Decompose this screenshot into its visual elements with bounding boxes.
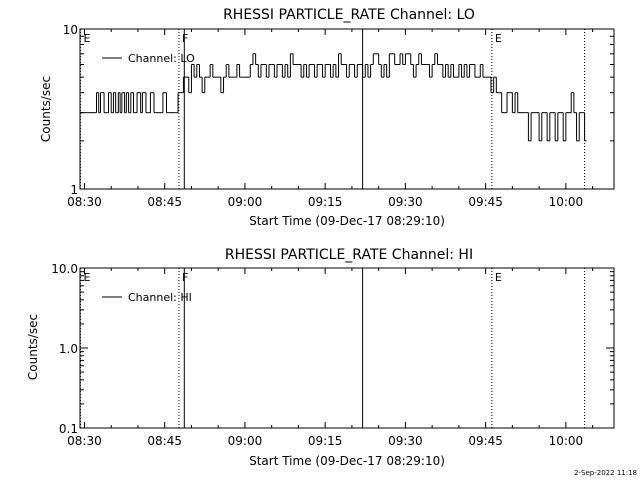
y-tick-label-hi: 1.0	[59, 342, 78, 356]
legend-label-hi: Channel: HI	[128, 291, 192, 304]
y-axis-label-lo: Counts/sec	[39, 76, 53, 142]
x-tick-label-lo: 09:30	[388, 195, 423, 209]
plot-area-hi: 08:30 08:45 09:00 09:15 09:30 09:45 10:00 0.1 1.…	[51, 262, 615, 448]
x-tick-label-lo: 08:45	[147, 195, 182, 209]
footer-timestamp: 2-Sep-2022 11:18	[574, 469, 637, 477]
series-lo	[80, 53, 587, 142]
plot-area-lo: 08:30 08:45 09:00 09:15 09:30 09:45 10:00 1 10 E F…	[63, 23, 615, 209]
x-tick-label-hi: 09:00	[228, 434, 263, 448]
y-tick-label-lo: 1	[70, 183, 78, 197]
event-marker-label-hi: F	[182, 271, 188, 284]
legend-label-lo: Channel: LO	[128, 52, 195, 65]
x-tick-label-lo: 09:45	[468, 195, 503, 209]
x-tick-label-hi: 08:30	[67, 434, 102, 448]
y-tick-label-hi: 10.0	[51, 262, 78, 276]
x-tick-label-hi: 08:45	[147, 434, 182, 448]
chart-title-hi: RHESSI PARTICLE_RATE Channel: HI	[225, 247, 473, 263]
x-axis-label-hi: Start Time (09-Dec-17 08:29:10)	[249, 454, 445, 468]
x-tick-label-hi: 09:30	[388, 434, 423, 448]
event-marker-label-hi: E	[495, 271, 502, 284]
x-axis-label-lo: Start Time (09-Dec-17 08:29:10)	[249, 214, 445, 228]
x-tick-label-lo: 09:00	[228, 195, 263, 209]
x-tick-label-hi: 09:45	[468, 434, 503, 448]
x-tick-label-lo: 09:15	[308, 195, 343, 209]
event-marker-label-lo: E	[495, 32, 502, 45]
x-tick-label-lo: 08:30	[67, 195, 102, 209]
chart-panel-hi: RHESSI PARTICLE_RATE Channel: HI Counts/…	[26, 247, 615, 468]
event-marker-label-lo: E	[83, 32, 90, 45]
event-marker-label-lo: F	[182, 32, 188, 45]
event-marker-label-hi: E	[83, 271, 90, 284]
chart-panel-lo: RHESSI PARTICLE_RATE Channel: LO Counts/…	[39, 7, 615, 228]
plot-frame-lo	[79, 28, 615, 190]
x-tick-label-hi: 09:15	[308, 434, 343, 448]
y-tick-label-lo: 10	[63, 23, 78, 37]
y-axis-label-hi: Counts/sec	[26, 314, 40, 380]
y-tick-label-hi: 0.1	[59, 422, 78, 436]
x-tick-label-hi: 10:00	[549, 434, 584, 448]
chart-title-lo: RHESSI PARTICLE_RATE Channel: LO	[223, 7, 475, 23]
x-tick-label-lo: 10:00	[549, 195, 584, 209]
